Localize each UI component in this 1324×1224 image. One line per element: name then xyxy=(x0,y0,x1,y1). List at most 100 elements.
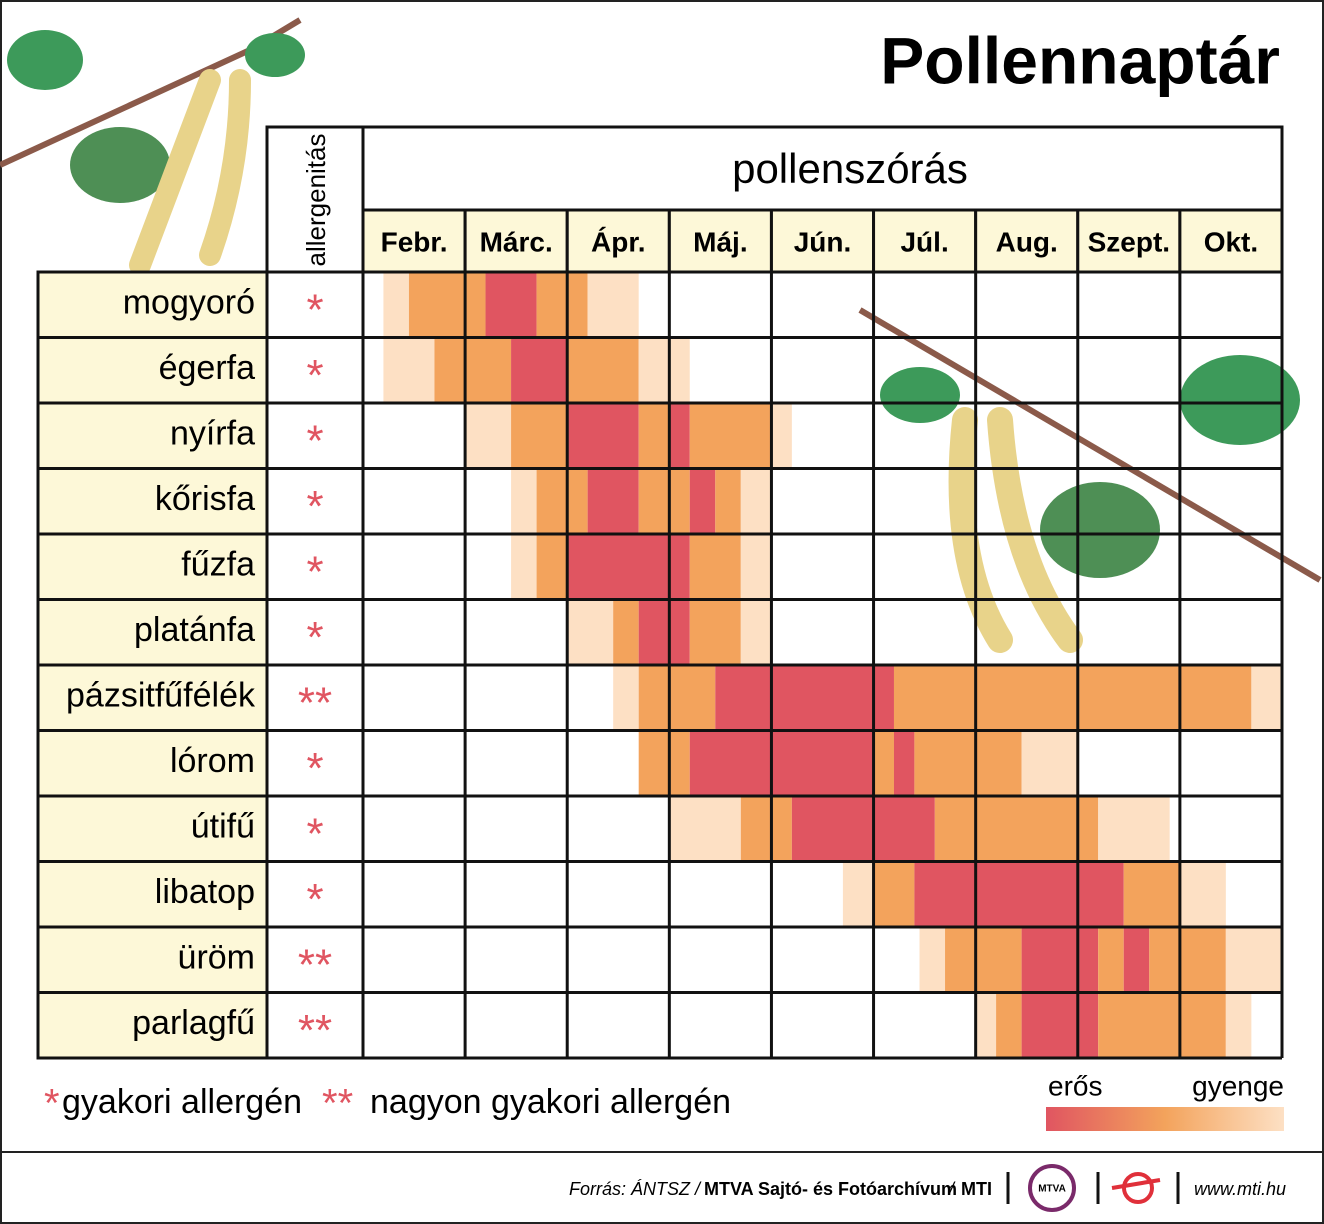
plant-name: libatop xyxy=(155,873,255,911)
pollen-header-label: pollenszórás xyxy=(732,145,968,192)
month-label: Ápr. xyxy=(591,226,645,257)
month-cell xyxy=(463,208,569,274)
pollen-segment xyxy=(873,861,915,927)
month-label: Júl. xyxy=(900,226,948,257)
pollen-segment xyxy=(536,534,568,600)
month-cell xyxy=(667,208,773,274)
plant-name: égerfa xyxy=(159,349,255,387)
pollen-segment xyxy=(536,272,588,338)
name-cell xyxy=(36,467,269,536)
footer-archive: MTVA Sajtó- és Fotóarchívum xyxy=(704,1179,957,1199)
pollen-segment xyxy=(996,992,1022,1058)
allergen-cell xyxy=(265,729,365,798)
allergen-mark: * xyxy=(306,809,323,858)
pollen-segment xyxy=(715,468,741,534)
allergen-header-label: allergenitás xyxy=(301,134,331,267)
month-label: Aug. xyxy=(996,226,1058,257)
month-label: Okt. xyxy=(1204,226,1258,257)
pollen-segment xyxy=(689,403,772,469)
allergen-cell xyxy=(265,336,365,405)
pollen-segment xyxy=(1225,927,1282,993)
pollen-segment xyxy=(975,992,997,1058)
pollen-segment xyxy=(669,403,690,469)
legend-star: * xyxy=(44,1082,60,1126)
pollen-segment xyxy=(740,599,772,665)
plant-name: pázsitfűfélék xyxy=(66,677,256,715)
legend-text: nagyon gyakori allergén xyxy=(370,1083,731,1121)
pollen-segment xyxy=(567,599,614,665)
allergen-mark: ** xyxy=(298,940,332,989)
pollen-segment xyxy=(567,534,690,600)
pollen-segment xyxy=(771,403,792,469)
pollen-segment xyxy=(613,665,639,731)
pollen-segment xyxy=(669,796,741,862)
legend-text: gyakori allergén xyxy=(62,1083,302,1121)
pollen-segment xyxy=(465,403,512,469)
allergen-cell xyxy=(265,270,365,339)
calendar: Febr. Márc. Ápr. Máj. Jún. Júl. Aug. Szept. Okt.… xyxy=(36,208,1284,1060)
pollen-segment xyxy=(689,468,716,534)
legend-star: ** xyxy=(322,1082,353,1126)
plant-name: nyírfa xyxy=(170,415,255,453)
pollen-segment xyxy=(638,468,690,534)
pollen-segment xyxy=(511,337,568,403)
pollen-segment xyxy=(1251,665,1282,731)
allergen-mark: * xyxy=(306,547,323,596)
allergen-mark: ** xyxy=(298,678,332,727)
pollen-segment xyxy=(613,599,639,665)
pollen-header xyxy=(361,125,1284,212)
month-label: Szept. xyxy=(1088,226,1170,257)
pollen-segment xyxy=(873,730,894,796)
plant-name: fűzfa xyxy=(181,546,255,584)
mtva-logo-text: MTVA xyxy=(1038,1184,1066,1195)
plant-name: üröm xyxy=(178,939,255,977)
plant-name: parlagfű xyxy=(132,1004,255,1042)
pollen-segment xyxy=(893,665,1252,731)
pollen-segment xyxy=(511,403,568,469)
pollen-segment xyxy=(408,272,486,338)
legend-gradient xyxy=(1046,1107,1284,1131)
plant-name: lórom xyxy=(170,742,255,780)
allergen-mark: ** xyxy=(298,1006,332,1055)
footer-source: Forrás: ÁNTSZ / xyxy=(569,1179,702,1199)
pollen-segment xyxy=(1021,927,1099,993)
pollen-segment xyxy=(689,599,741,665)
allergen-cell xyxy=(265,401,365,470)
pollen-segment xyxy=(1098,992,1226,1058)
pollen-segment xyxy=(914,730,1022,796)
pollen-segment xyxy=(485,272,537,338)
name-cell xyxy=(36,270,269,339)
allergen-mark: * xyxy=(306,482,323,531)
pollen-segment xyxy=(893,730,915,796)
allergen-mark: * xyxy=(306,744,323,793)
month-label: Máj. xyxy=(693,226,747,257)
month-label: Márc. xyxy=(480,226,553,257)
allergen-mark: * xyxy=(306,416,323,465)
allergen-cell xyxy=(265,598,365,667)
pollen-segment xyxy=(1098,927,1124,993)
legend-strong: erős xyxy=(1048,1070,1102,1101)
title: Pollennaptár xyxy=(880,23,1280,97)
plant-name: útifű xyxy=(191,808,255,846)
pollen-segment xyxy=(914,861,1124,927)
pollen-segment xyxy=(740,796,792,862)
allergen-mark: * xyxy=(306,875,323,924)
pollen-segment xyxy=(842,861,874,927)
pollen-segment xyxy=(934,796,1099,862)
pollen-segment xyxy=(1123,861,1180,927)
pollen-segment xyxy=(638,337,690,403)
pollen-segment xyxy=(1149,927,1226,993)
mti-logo xyxy=(1111,1172,1161,1204)
pollen-segment xyxy=(434,337,512,403)
pollen-segment xyxy=(638,403,670,469)
pollen-segment xyxy=(1021,992,1099,1058)
plant-name: mogyoró xyxy=(123,284,255,322)
month-label: Jún. xyxy=(794,226,852,257)
mtva-logo xyxy=(1028,1164,1076,1212)
plant-name: kőrisfa xyxy=(155,480,255,518)
footer-url: www.mti.hu xyxy=(1194,1179,1286,1199)
allergen-cell xyxy=(265,467,365,536)
